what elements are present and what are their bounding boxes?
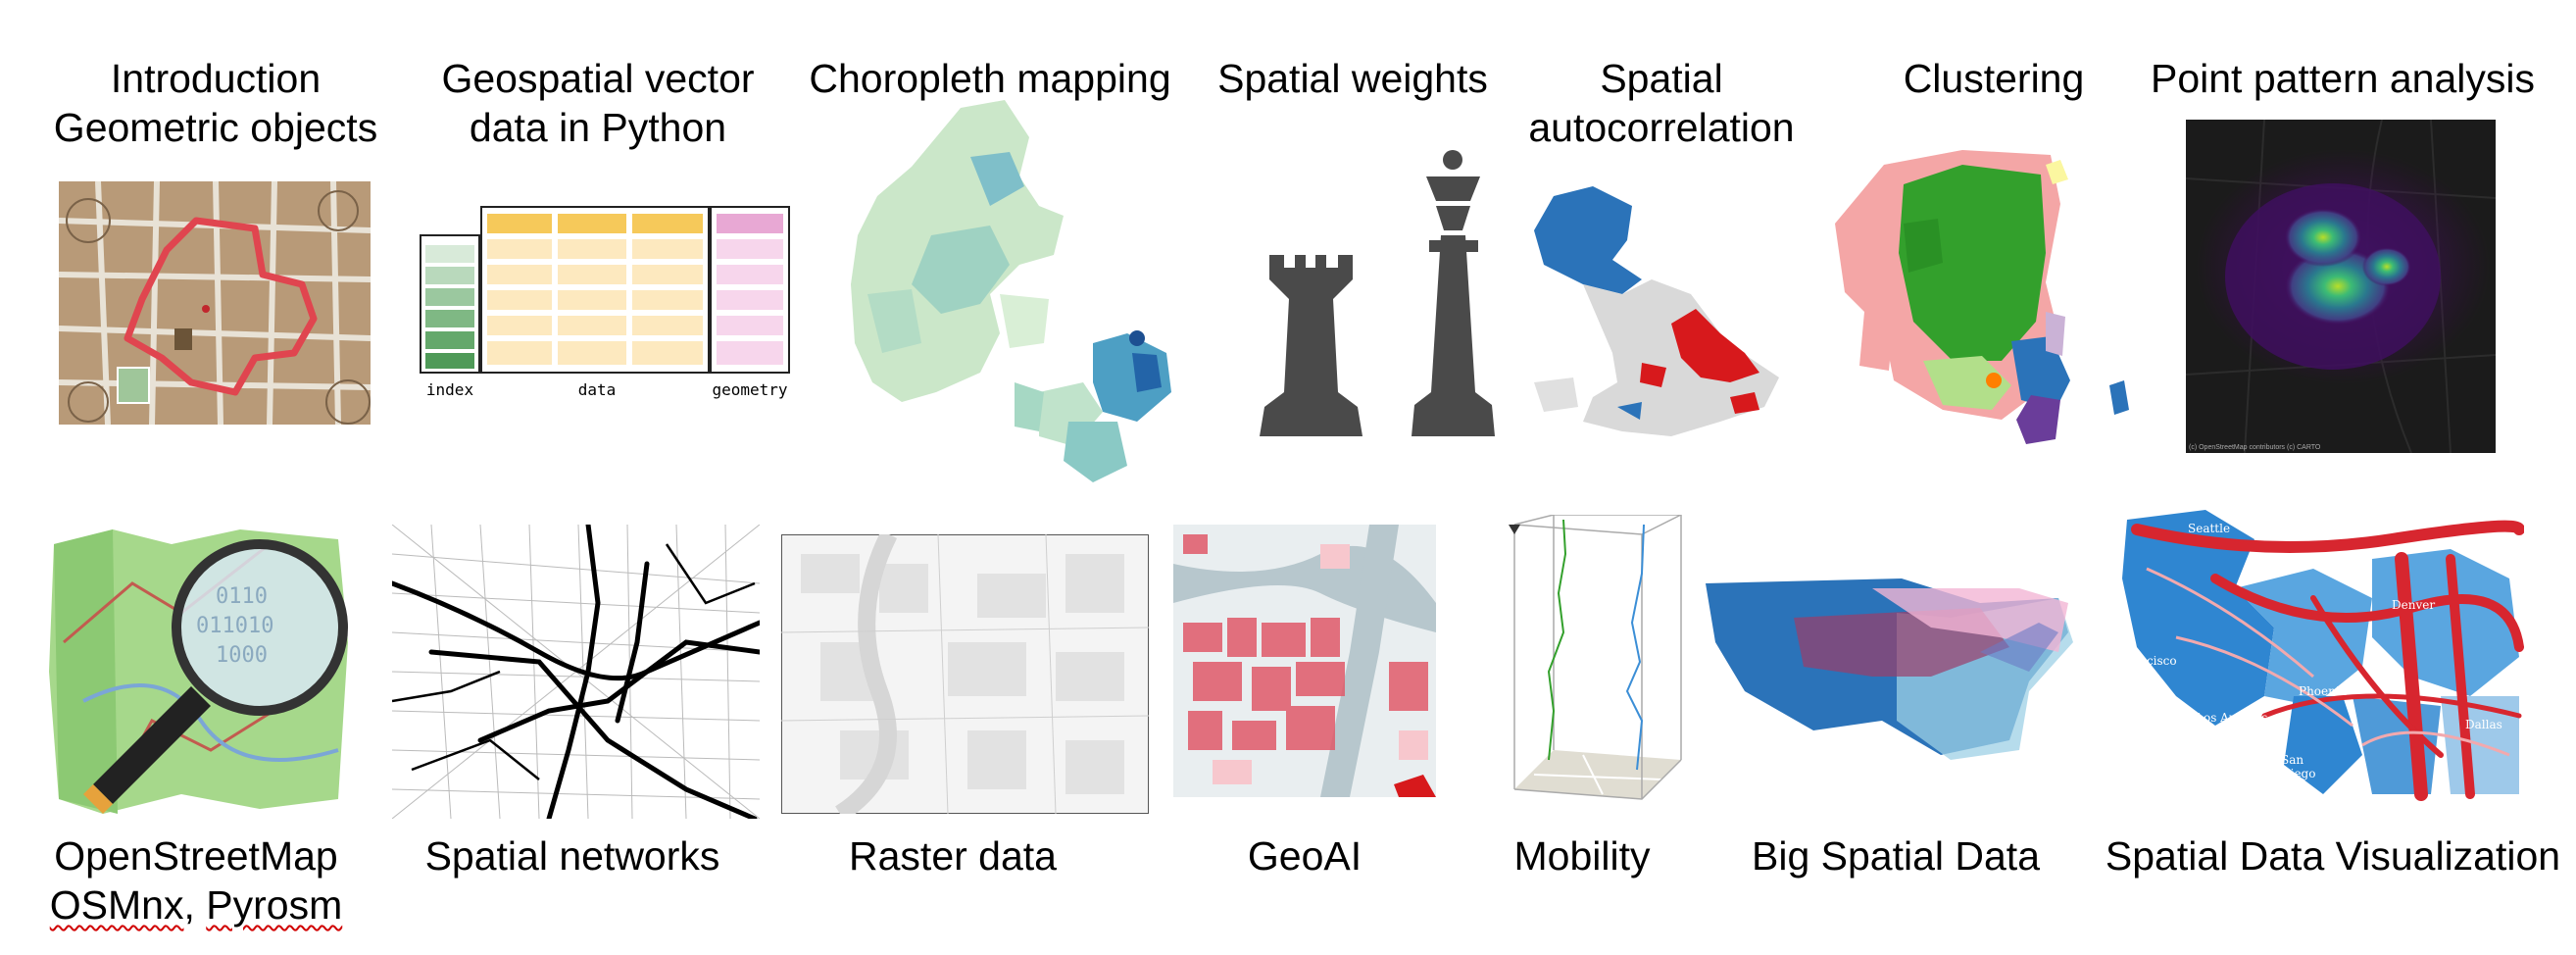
label-geoai: GeoAI	[1247, 833, 1362, 879]
city-label-seattle: Seattle	[2188, 522, 2231, 535]
clustering-map	[1825, 145, 2139, 459]
label-spatial-networks: Spatial networks	[424, 833, 720, 879]
choropleth-denmark-map	[843, 98, 1176, 485]
svg-text:1000: 1000	[216, 643, 268, 668]
chess-rook-queen-image	[1235, 142, 1529, 436]
svg-text:011010: 011010	[196, 614, 273, 638]
gdf-data-label: data	[577, 380, 617, 399]
map-attribution: (c) OpenStreetMap contributors (c) CARTO	[2189, 444, 2321, 451]
label-big-spatial-data: Big Spatial Data	[1751, 833, 2040, 879]
city-label-phoenix: Phoenix	[2299, 684, 2347, 698]
label-choropleth: Choropleth mapping	[809, 56, 1171, 101]
city-label-san-diego: San Diego	[2281, 753, 2316, 780]
uk-autocorrelation-map	[1524, 186, 1799, 441]
label-clustering: Clustering	[1903, 56, 2085, 101]
pyrosm-text: Pyrosm	[206, 882, 343, 928]
gdf-index-label: index	[425, 380, 474, 399]
label-mobility: Mobility	[1513, 833, 1651, 879]
label-spatial-weights: Spatial weights	[1217, 56, 1488, 101]
intro-map-image	[59, 181, 371, 425]
gdf-geometry-label: geometry	[712, 380, 788, 399]
point-pattern-kde-map: (c) OpenStreetMap contributors (c) CARTO	[2186, 120, 2496, 453]
city-label-francisco: Francisco	[2118, 654, 2177, 668]
svg-text:0110: 0110	[216, 584, 268, 609]
spatial-data-viz-cartogram: Seattle Francisco Los Angeles San Diego …	[2117, 500, 2524, 806]
mobility-space-time-cube	[1495, 515, 1686, 809]
spatial-network-map	[392, 525, 760, 819]
label-vector-data: Geospatial vector data in Python	[441, 56, 755, 150]
label-introduction: Introduction Geometric objects	[53, 56, 378, 150]
label-openstreetmap: OpenStreetMap OSMnx, Pyrosm	[49, 833, 343, 928]
city-label-denver: Denver	[2392, 598, 2436, 612]
big-spatial-data-map	[1706, 574, 2078, 765]
geoai-building-map	[1173, 525, 1436, 797]
city-label-dallas: Dallas	[2465, 718, 2502, 731]
openstreetmap-logo: 0110 011010 1000	[44, 525, 358, 819]
label-raster-data: Raster data	[849, 833, 1057, 879]
label-point-pattern: Point pattern analysis	[2150, 56, 2535, 101]
raster-data-image	[781, 534, 1149, 814]
geodataframe-diagram: index data geometry	[416, 204, 792, 405]
osmnx-text: OSMnx	[49, 882, 184, 928]
label-spatial-data-visualization: Spatial Data Visualization	[2105, 833, 2561, 879]
label-spatial-autocorrelation: Spatial autocorrelation	[1528, 56, 1795, 150]
city-label-los-angeles: Los Angeles	[2196, 711, 2268, 725]
